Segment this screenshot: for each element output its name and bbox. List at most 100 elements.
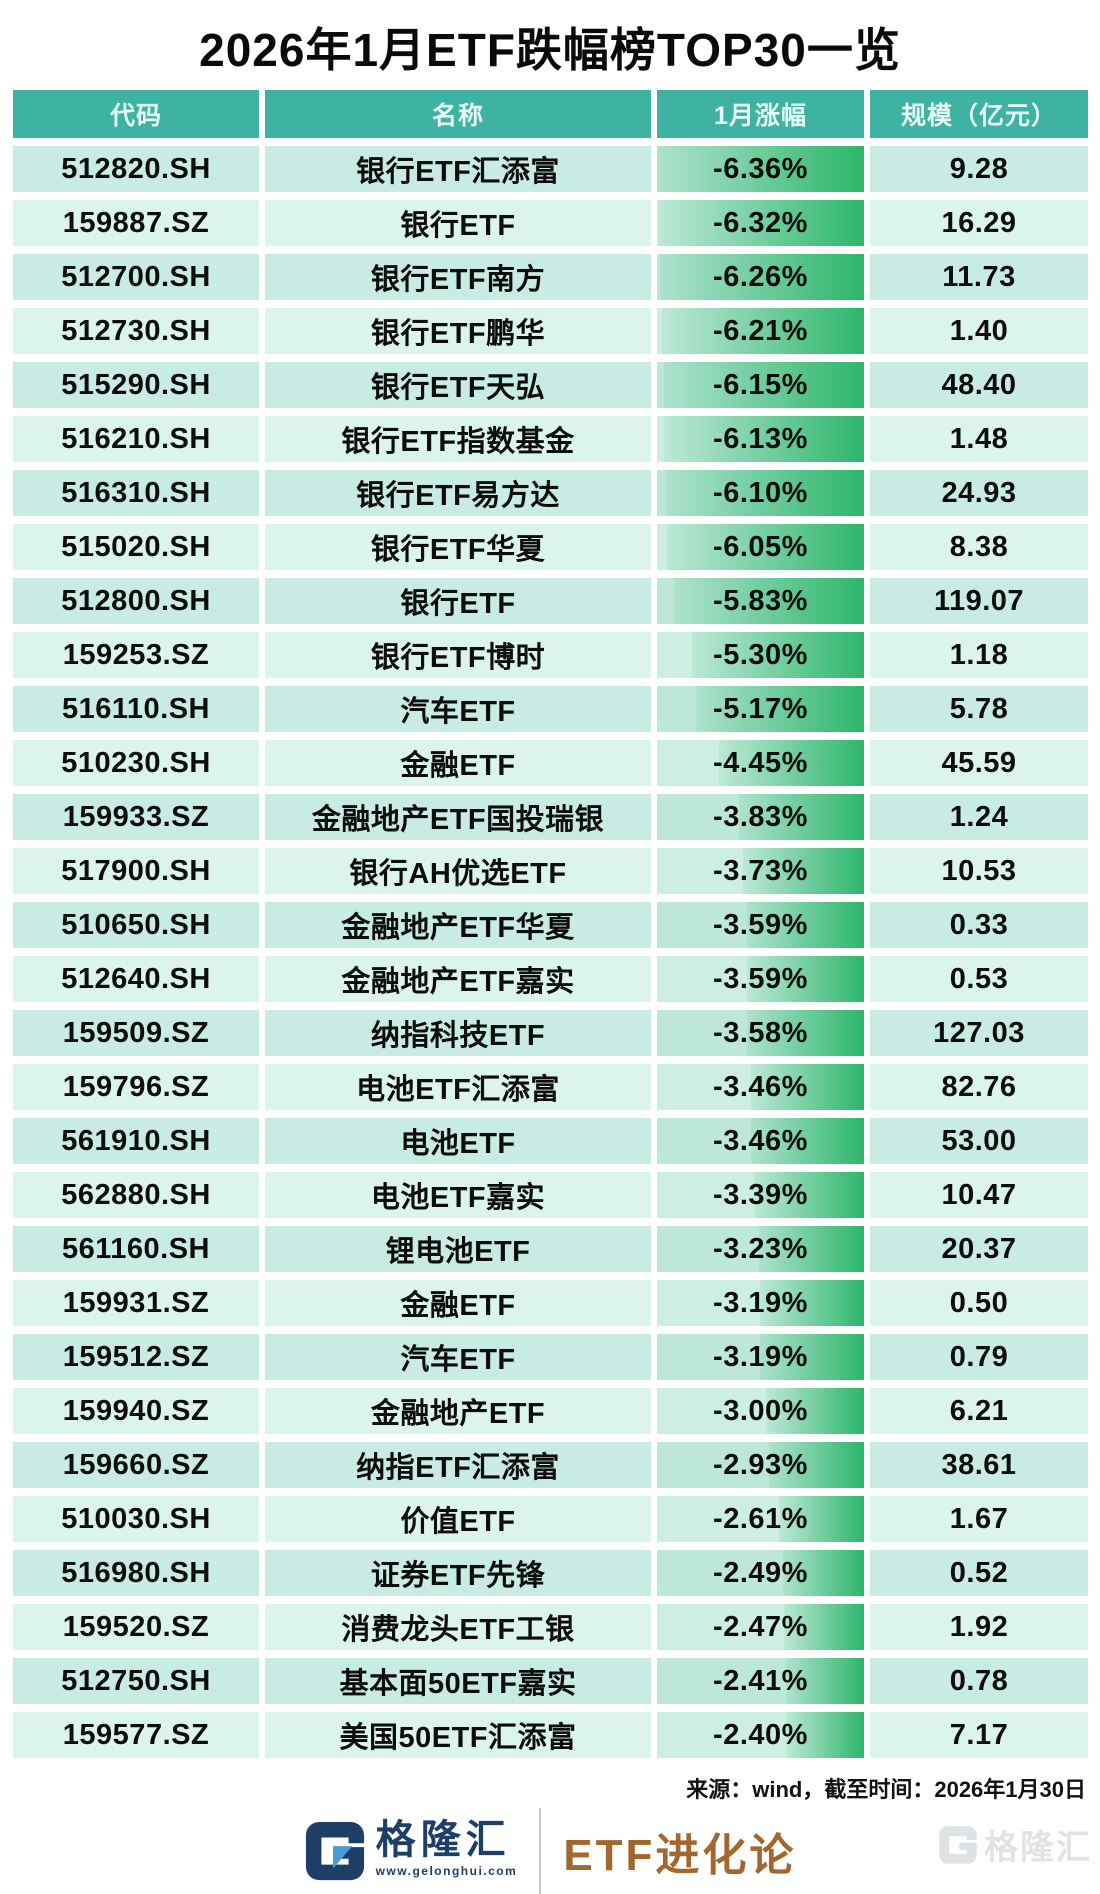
cell-name: 美国50ETF汇添富 <box>265 1712 651 1758</box>
cell-change: -3.83% <box>657 794 864 840</box>
watermark: 格隆汇 <box>938 1820 1092 1869</box>
cell-change: -3.00% <box>657 1388 864 1434</box>
gelonghui-logo: 格隆汇 www.gelonghui.com <box>304 1820 518 1882</box>
cell-change: -6.26% <box>657 254 864 300</box>
change-value: -6.21% <box>713 314 808 347</box>
cell-code: 561160.SH <box>13 1226 259 1272</box>
change-value: -3.23% <box>713 1232 808 1265</box>
cell-scale: 0.50 <box>870 1280 1088 1326</box>
cell-scale: 24.93 <box>870 470 1088 516</box>
table-row: 159253.SZ 银行ETF博时 -5.30% 1.18 <box>13 632 1088 678</box>
header-name: 名称 <box>265 90 651 138</box>
table-row: 516310.SH 银行ETF易方达 -6.10% 24.93 <box>13 470 1088 516</box>
cell-name: 消费龙头ETF工银 <box>265 1604 651 1650</box>
cell-name: 纳指ETF汇添富 <box>265 1442 651 1488</box>
change-value: -6.32% <box>713 206 808 239</box>
cell-scale: 7.17 <box>870 1712 1088 1758</box>
cell-change: -6.05% <box>657 524 864 570</box>
watermark-g-icon <box>939 1825 977 1864</box>
cell-code: 159796.SZ <box>13 1064 259 1110</box>
table-row: 159796.SZ 电池ETF汇添富 -3.46% 82.76 <box>13 1064 1088 1110</box>
change-bar <box>665 470 864 516</box>
cell-code: 159520.SZ <box>13 1604 259 1650</box>
change-bar <box>657 146 864 192</box>
change-bar <box>747 1010 864 1056</box>
change-bar <box>719 740 864 786</box>
cell-name: 汽车ETF <box>265 686 651 732</box>
change-bar <box>739 794 864 840</box>
table-row: 159577.SZ 美国50ETF汇添富 -2.40% 7.17 <box>13 1712 1088 1758</box>
cell-code: 515020.SH <box>13 524 259 570</box>
change-value: -6.13% <box>713 422 808 455</box>
table-row: 510650.SH 金融地产ETF华夏 -3.59% 0.33 <box>13 902 1088 948</box>
cell-change: -5.30% <box>657 632 864 678</box>
change-value: -2.93% <box>713 1448 808 1481</box>
cell-change: -3.59% <box>657 956 864 1002</box>
cell-change: -3.46% <box>657 1118 864 1164</box>
cell-scale: 45.59 <box>870 740 1088 786</box>
cell-code: 516310.SH <box>13 470 259 516</box>
table-row: 516980.SH 证券ETF先锋 -2.49% 0.52 <box>13 1550 1088 1596</box>
cell-change: -6.15% <box>657 362 864 408</box>
change-bar <box>674 578 864 624</box>
cell-name: 金融地产ETF华夏 <box>265 902 651 948</box>
change-bar <box>691 632 864 678</box>
cell-scale: 1.40 <box>870 308 1088 354</box>
brand-url: www.gelonghui.com <box>375 1864 518 1878</box>
cell-name: 金融地产ETF <box>265 1388 651 1434</box>
footer-divider <box>539 1808 542 1894</box>
cell-name: 纳指科技ETF <box>265 1010 651 1056</box>
cell-code: 561910.SH <box>13 1118 259 1164</box>
change-bar <box>747 956 864 1002</box>
cell-name: 电池ETF嘉实 <box>265 1172 651 1218</box>
change-value: -3.59% <box>713 962 808 995</box>
cell-name: 锂电池ETF <box>265 1226 651 1272</box>
cell-change: -2.40% <box>657 1712 864 1758</box>
cell-scale: 48.40 <box>870 362 1088 408</box>
table-row: 512750.SH 基本面50ETF嘉实 -2.41% 0.78 <box>13 1658 1088 1704</box>
change-bar <box>742 848 864 894</box>
cell-change: -3.19% <box>657 1280 864 1326</box>
brand-name: 格隆汇 <box>375 1818 511 1862</box>
cell-name: 银行ETF易方达 <box>265 470 651 516</box>
cell-code: 562880.SH <box>13 1172 259 1218</box>
cell-name: 银行AH优选ETF <box>265 848 651 894</box>
cell-code: 159887.SZ <box>13 200 259 246</box>
change-bar <box>753 1172 864 1218</box>
gelonghui-g-icon <box>305 1821 364 1881</box>
cell-code: 159512.SZ <box>13 1334 259 1380</box>
change-bar <box>760 1280 864 1326</box>
cell-scale: 82.76 <box>870 1064 1088 1110</box>
change-bar <box>768 1442 864 1488</box>
table-row: 159940.SZ 金融地产ETF -3.00% 6.21 <box>13 1388 1088 1434</box>
cell-scale: 16.29 <box>870 200 1088 246</box>
change-value: -6.36% <box>713 152 808 185</box>
change-bar <box>658 200 864 246</box>
cell-scale: 8.38 <box>870 524 1088 570</box>
cell-scale: 10.47 <box>870 1172 1088 1218</box>
change-value: -6.05% <box>713 530 808 563</box>
cell-change: -6.21% <box>657 308 864 354</box>
cell-code: 512800.SH <box>13 578 259 624</box>
cell-code: 517900.SH <box>13 848 259 894</box>
table-row: 515290.SH 银行ETF天弘 -6.15% 48.40 <box>13 362 1088 408</box>
table-row: 159520.SZ 消费龙头ETF工银 -2.47% 1.92 <box>13 1604 1088 1650</box>
change-bar <box>660 254 864 300</box>
cell-scale: 6.21 <box>870 1388 1088 1434</box>
cell-scale: 11.73 <box>870 254 1088 300</box>
column-brand: ETF进化论 <box>563 1831 797 1880</box>
page-title: 2026年1月ETF跌幅榜TOP30一览 <box>199 24 901 76</box>
change-bar <box>747 902 864 948</box>
etf-table: 代码 名称 1月涨幅 规模（亿元） 512820.SH 银行ETF汇添富 -6.36% 9.… <box>13 90 1088 1758</box>
cell-name: 银行ETF鹏华 <box>265 308 651 354</box>
change-bar <box>782 1550 864 1596</box>
cell-change: -5.83% <box>657 578 864 624</box>
table-row: 159660.SZ 纳指ETF汇添富 -2.93% 38.61 <box>13 1442 1088 1488</box>
table-row: 510030.SH 价值ETF -2.61% 1.67 <box>13 1496 1088 1542</box>
cell-change: -3.59% <box>657 902 864 948</box>
cell-name: 价值ETF <box>265 1496 651 1542</box>
change-bar <box>751 1064 864 1110</box>
source-note: 来源：wind，截至时间：2026年1月30日 <box>686 1777 1086 1802</box>
header-change: 1月涨幅 <box>657 90 864 138</box>
cell-scale: 53.00 <box>870 1118 1088 1164</box>
